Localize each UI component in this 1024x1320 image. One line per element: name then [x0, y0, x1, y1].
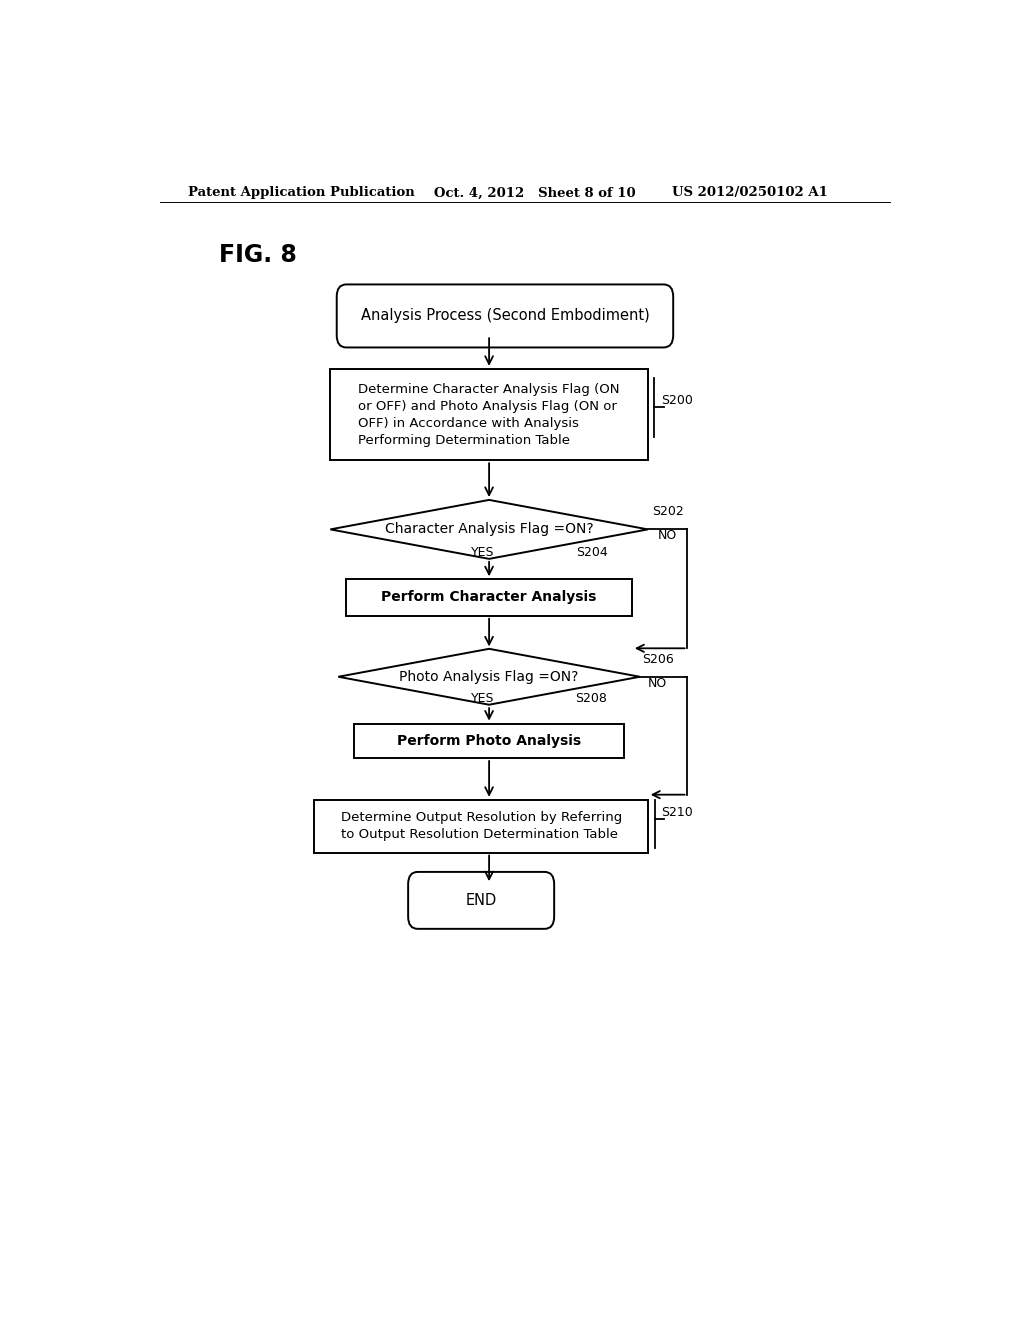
Text: Patent Application Publication: Patent Application Publication	[187, 186, 415, 199]
Text: S202: S202	[652, 506, 684, 519]
Text: NO: NO	[658, 528, 677, 541]
Text: NO: NO	[648, 677, 667, 690]
Text: S200: S200	[662, 395, 693, 408]
Text: S208: S208	[575, 692, 607, 705]
FancyBboxPatch shape	[409, 873, 554, 929]
Bar	[354, 723, 624, 758]
Text: Analysis Process (Second Embodiment): Analysis Process (Second Embodiment)	[360, 309, 649, 323]
Bar	[346, 579, 632, 616]
Text: Determine Output Resolution by Referring
to Output Resolution Determination Tabl: Determine Output Resolution by Referring…	[341, 812, 622, 841]
Text: Perform Character Analysis: Perform Character Analysis	[381, 590, 597, 605]
Text: Character Analysis Flag =ON?: Character Analysis Flag =ON?	[385, 523, 593, 536]
Text: S210: S210	[662, 807, 693, 818]
Text: Photo Analysis Flag =ON?: Photo Analysis Flag =ON?	[399, 669, 579, 684]
Text: YES: YES	[471, 692, 495, 705]
Text: S206: S206	[642, 652, 674, 665]
Text: S204: S204	[577, 545, 608, 558]
Text: Oct. 4, 2012   Sheet 8 of 10: Oct. 4, 2012 Sheet 8 of 10	[433, 186, 635, 199]
Bar	[331, 368, 648, 461]
Text: END: END	[466, 892, 497, 908]
Text: YES: YES	[471, 545, 495, 558]
Text: Perform Photo Analysis: Perform Photo Analysis	[397, 734, 582, 748]
FancyBboxPatch shape	[337, 284, 673, 347]
Text: FIG. 8: FIG. 8	[219, 243, 297, 267]
Polygon shape	[338, 649, 640, 705]
Text: Determine Character Analysis Flag (ON
or OFF) and Photo Analysis Flag (ON or
OFF: Determine Character Analysis Flag (ON or…	[358, 383, 620, 446]
Bar	[314, 800, 648, 853]
Text: US 2012/0250102 A1: US 2012/0250102 A1	[672, 186, 827, 199]
Polygon shape	[331, 500, 648, 558]
